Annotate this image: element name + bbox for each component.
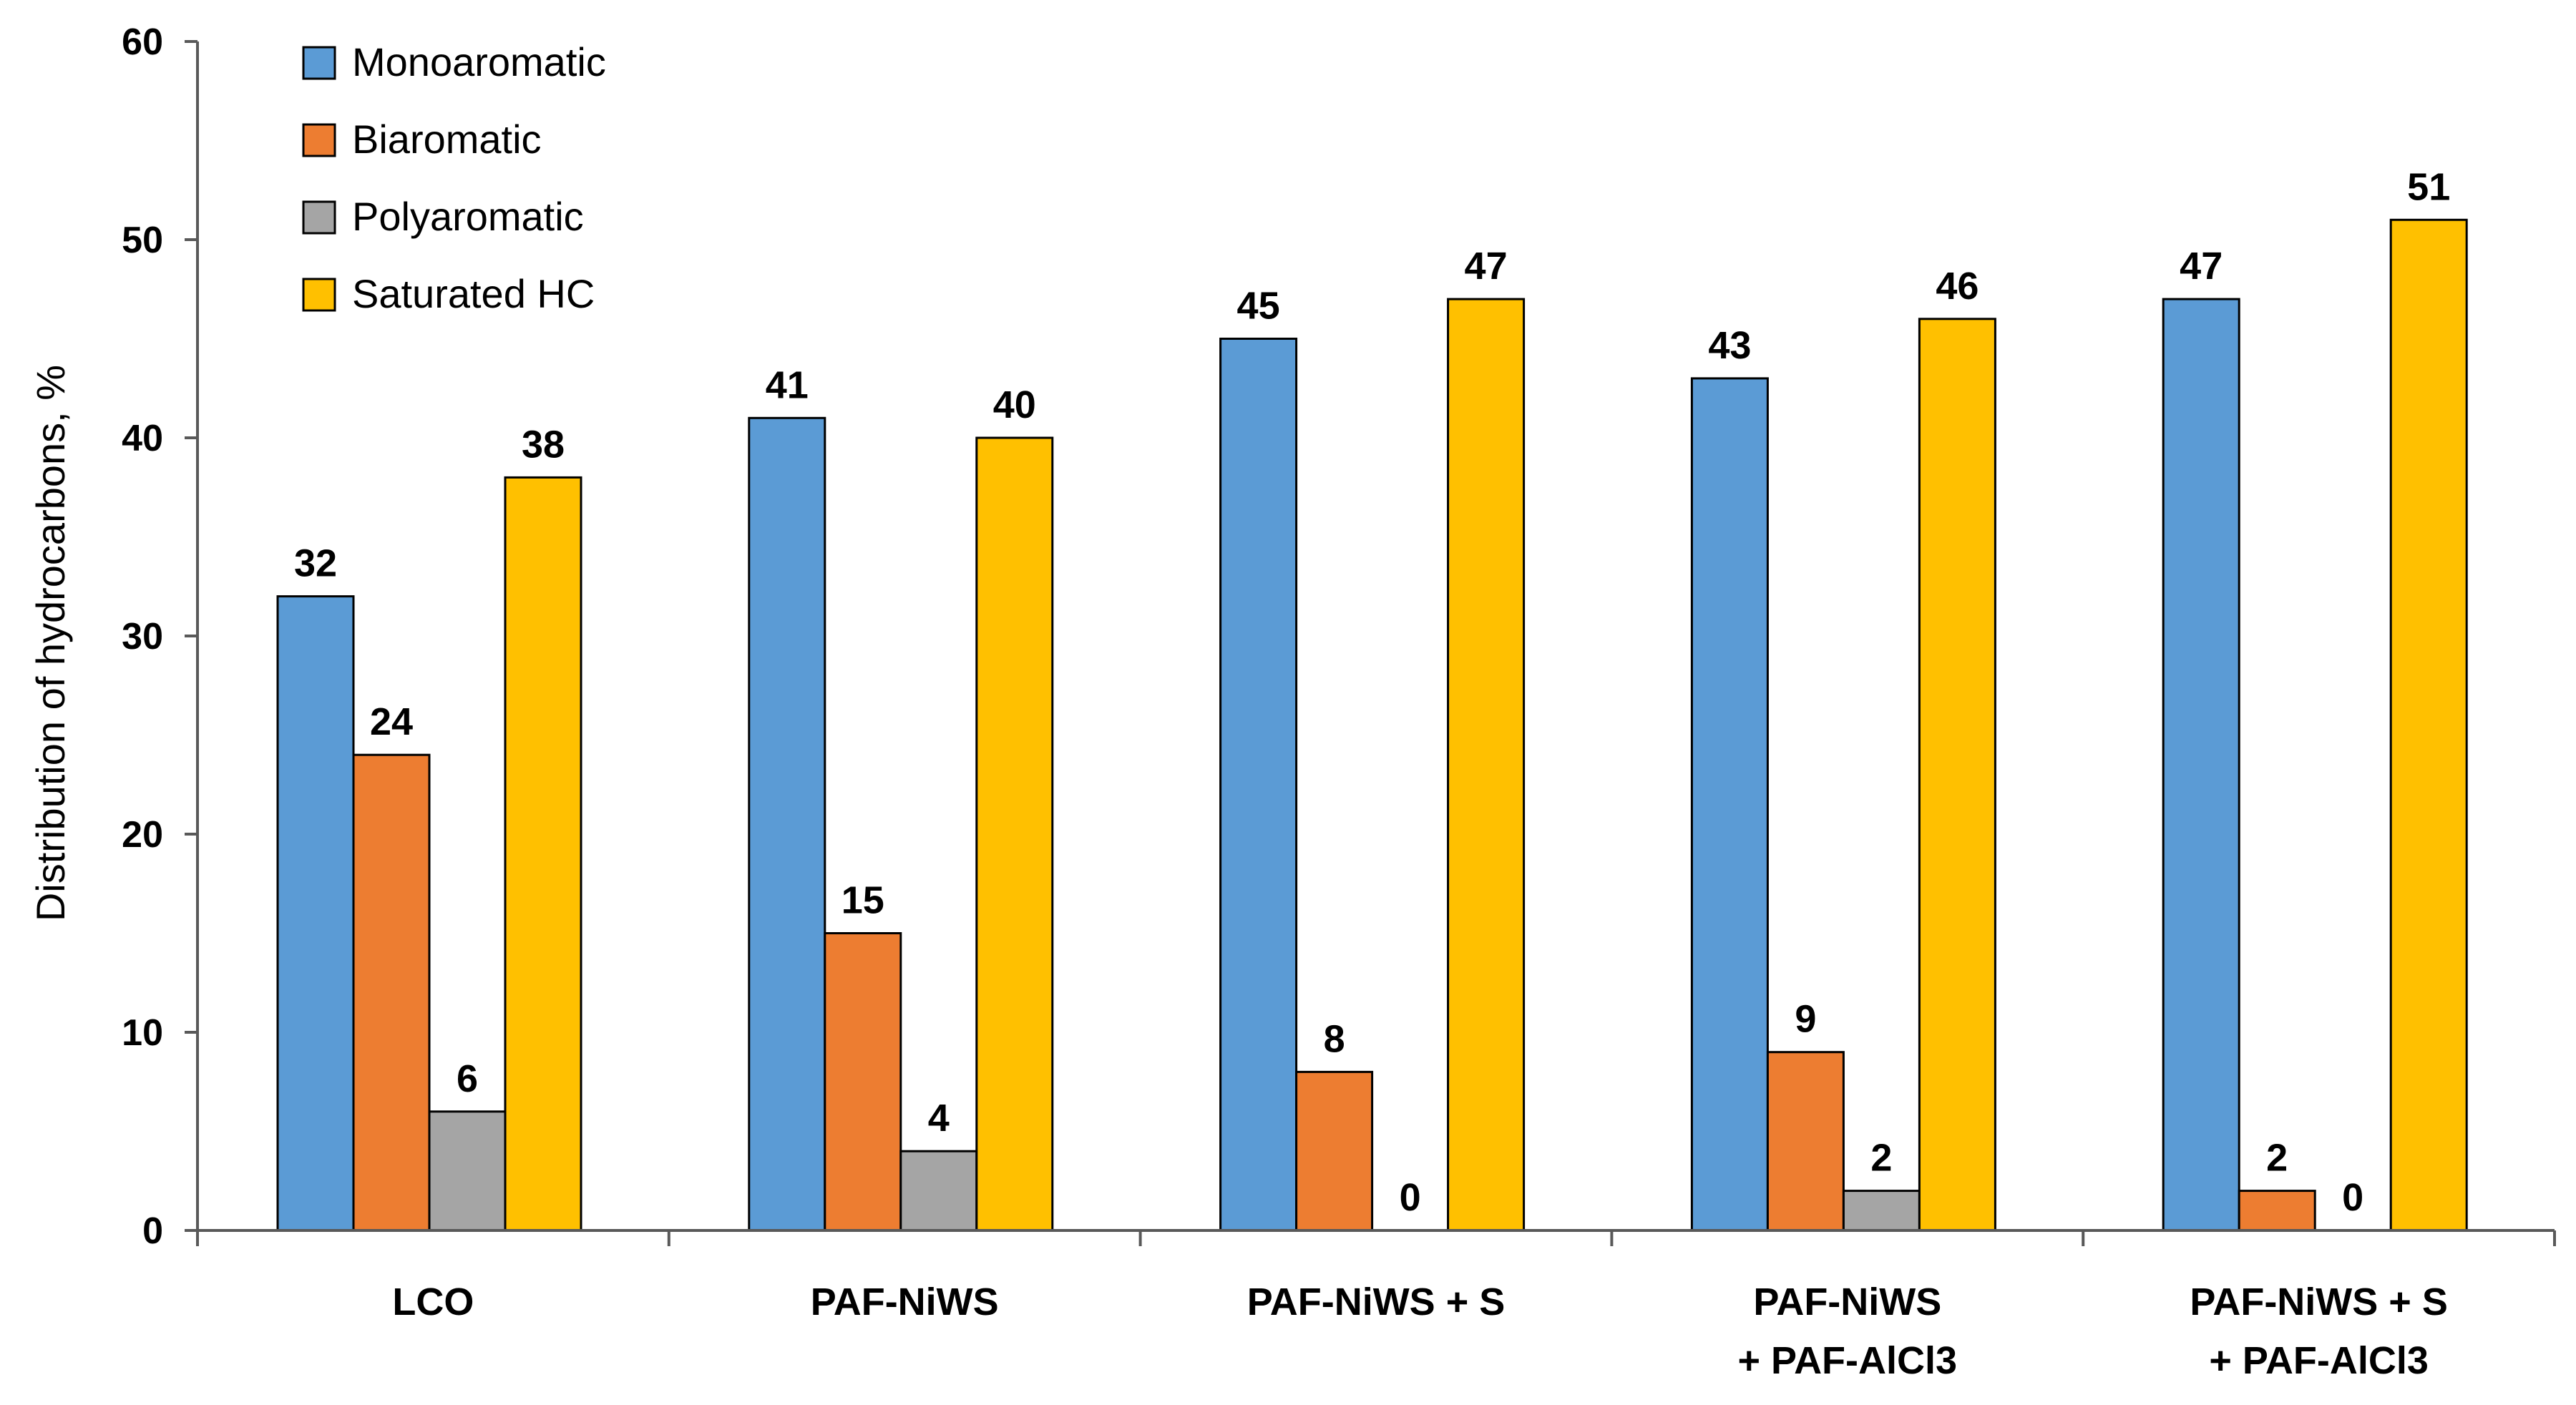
legend-label: Monoaromatic bbox=[352, 39, 606, 84]
bar-saturated-hc-2 bbox=[1447, 298, 1526, 1232]
y-tick-label: 30 bbox=[122, 616, 163, 657]
legend-swatch bbox=[302, 278, 336, 312]
data-label: 40 bbox=[993, 383, 1036, 426]
bar-monoaromatic-3 bbox=[1690, 377, 1769, 1232]
data-label: 51 bbox=[2407, 165, 2450, 208]
legend: Monoaromatic Biaromatic Polyaromatic Satura… bbox=[302, 39, 606, 316]
bar-saturated-hc-4 bbox=[2389, 218, 2468, 1232]
bar-polyaromatic-0 bbox=[428, 1110, 507, 1232]
data-label: 43 bbox=[1708, 324, 1751, 367]
data-label: 0 bbox=[1400, 1176, 1421, 1219]
y-tick-label: 20 bbox=[122, 814, 163, 856]
bar-saturated-hc-0 bbox=[504, 476, 582, 1232]
data-label: 2 bbox=[2266, 1137, 2288, 1180]
x-category-label: + PAF-AlCl3 bbox=[1738, 1339, 1958, 1382]
y-tick-label: 10 bbox=[122, 1012, 163, 1054]
bars-layer bbox=[276, 218, 2468, 1232]
data-label: 15 bbox=[841, 879, 884, 922]
data-label: 2 bbox=[1870, 1137, 1892, 1180]
bar-monoaromatic-1 bbox=[748, 416, 826, 1232]
bar-polyaromatic-3 bbox=[1842, 1190, 1921, 1232]
x-category-label: + PAF-AlCl3 bbox=[2209, 1339, 2429, 1382]
x-category-label: LCO bbox=[392, 1281, 474, 1323]
data-label: 4 bbox=[928, 1097, 950, 1140]
y-axis-title: Distribution of hydrocarbons, % bbox=[28, 365, 73, 921]
legend-swatch bbox=[302, 123, 336, 157]
data-label: 38 bbox=[522, 423, 565, 466]
bar-monoaromatic-0 bbox=[276, 595, 355, 1232]
bar-monoaromatic-4 bbox=[2162, 298, 2240, 1232]
data-label: 46 bbox=[1936, 265, 1979, 308]
bar-saturated-hc-3 bbox=[1918, 318, 1996, 1232]
data-label: 41 bbox=[766, 363, 809, 406]
data-label: 9 bbox=[1795, 998, 1816, 1041]
bar-biaromatic-2 bbox=[1295, 1070, 1374, 1232]
x-category-label: PAF-NiWS bbox=[811, 1281, 999, 1323]
data-label: 24 bbox=[370, 700, 413, 743]
x-category-label: PAF-NiWS + S bbox=[2190, 1281, 2448, 1323]
data-label: 32 bbox=[294, 542, 337, 585]
legend-label: Polyaromatic bbox=[352, 194, 584, 239]
y-tick-label: 0 bbox=[142, 1210, 163, 1252]
y-tick-label: 40 bbox=[122, 418, 163, 459]
bar-biaromatic-3 bbox=[1766, 1051, 1845, 1232]
data-label: 45 bbox=[1237, 285, 1280, 328]
bar-biaromatic-0 bbox=[352, 753, 431, 1232]
legend-label: Saturated HC bbox=[352, 271, 595, 316]
data-label: 6 bbox=[457, 1057, 478, 1100]
y-axis-label: Distribution of hydrocarbons, % bbox=[28, 365, 73, 921]
legend-swatch bbox=[302, 46, 336, 80]
data-label: 8 bbox=[1324, 1017, 1345, 1060]
x-category-label: PAF-NiWS bbox=[1753, 1281, 1941, 1323]
bar-monoaromatic-2 bbox=[1219, 338, 1298, 1232]
bar-polyaromatic-1 bbox=[899, 1150, 978, 1232]
legend-label: Biaromatic bbox=[352, 117, 542, 162]
bar-biaromatic-4 bbox=[2238, 1190, 2316, 1232]
x-category-label: PAF-NiWS + S bbox=[1247, 1281, 1506, 1323]
bar-biaromatic-1 bbox=[824, 932, 902, 1232]
data-label: 0 bbox=[2342, 1176, 2363, 1219]
data-label: 47 bbox=[2180, 245, 2223, 288]
bar-saturated-hc-1 bbox=[975, 436, 1054, 1232]
y-tick-label: 60 bbox=[122, 21, 163, 63]
y-tick-label: 50 bbox=[122, 220, 163, 261]
legend-swatch bbox=[302, 200, 336, 235]
data-label: 47 bbox=[1465, 245, 1508, 288]
